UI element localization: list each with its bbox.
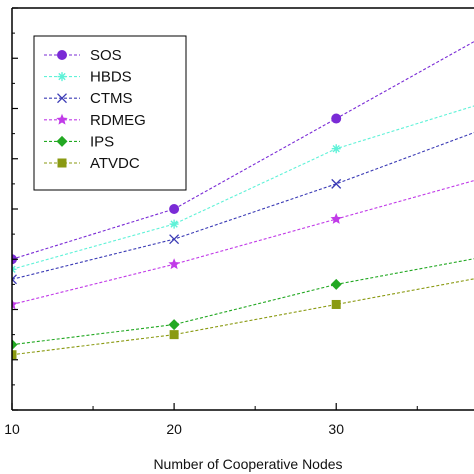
data-point xyxy=(331,144,341,154)
series-atvdc xyxy=(12,278,474,360)
legend-item: HBDS xyxy=(44,69,132,86)
data-point xyxy=(169,219,179,229)
data-point xyxy=(57,72,67,82)
legend-label: CTMS xyxy=(90,90,133,107)
legend-label: SOS xyxy=(90,47,122,64)
data-point xyxy=(57,50,67,60)
data-point xyxy=(169,234,180,245)
x-tick-label: 10 xyxy=(4,421,20,437)
data-point xyxy=(57,158,67,168)
x-axis-title: Number of Cooperative Nodes xyxy=(153,456,342,472)
data-point xyxy=(12,339,18,351)
series-rdmeg xyxy=(12,180,474,310)
data-point xyxy=(168,319,180,331)
data-point xyxy=(56,135,68,147)
legend-item: CTMS xyxy=(44,90,133,107)
data-point xyxy=(168,258,180,270)
series-line xyxy=(12,105,474,270)
series-line xyxy=(12,41,474,260)
data-point xyxy=(56,113,68,125)
data-point xyxy=(169,330,179,340)
data-point xyxy=(331,178,342,189)
legend-label: IPS xyxy=(90,133,114,150)
data-point xyxy=(57,93,67,104)
series-layer xyxy=(12,41,474,360)
legend-label: HBDS xyxy=(90,69,132,86)
legend-label: RDMEG xyxy=(90,112,146,129)
series-ctms xyxy=(12,132,474,285)
data-point xyxy=(12,350,17,360)
axes-layer: 10 20 30 xyxy=(4,7,474,437)
legend-item: RDMEG xyxy=(44,112,146,129)
x-tick-label: 30 xyxy=(328,421,344,437)
legend-item: SOS xyxy=(44,47,122,64)
data-point xyxy=(331,299,341,309)
series-line xyxy=(12,132,474,280)
legend-item: ATVDC xyxy=(44,155,140,172)
data-point xyxy=(169,204,180,214)
legend-label: ATVDC xyxy=(90,155,140,172)
legend-item: IPS xyxy=(44,133,114,150)
data-point xyxy=(330,213,342,224)
x-tick-label: 20 xyxy=(166,421,182,437)
legend: SOS HBDS CTMS RDMEG IPS ATVDC xyxy=(33,35,187,191)
series-line xyxy=(12,258,474,346)
data-point xyxy=(331,113,342,124)
series-ips xyxy=(12,258,474,351)
data-point xyxy=(12,274,17,285)
series-line xyxy=(12,180,474,306)
series-line xyxy=(12,278,474,356)
data-point xyxy=(12,298,18,310)
data-point xyxy=(330,278,342,290)
